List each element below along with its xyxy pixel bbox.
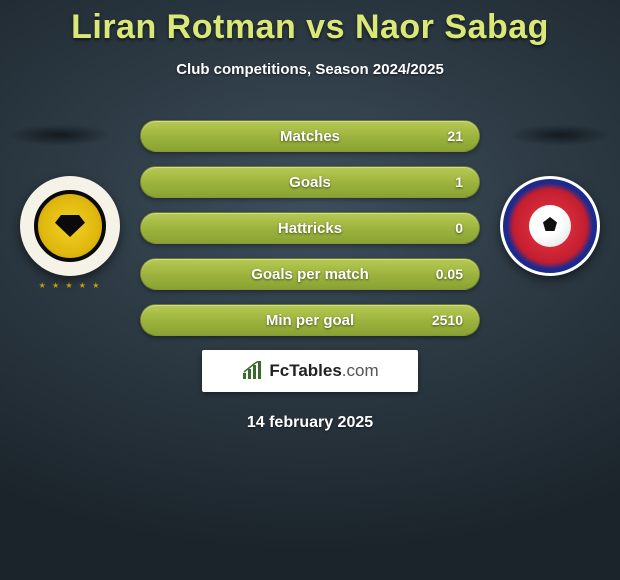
brand-badge: FcTables.com: [202, 350, 418, 392]
team-logo-left-inner: [34, 190, 106, 262]
stat-label: Min per goal: [141, 312, 479, 329]
infographic-root: Liran Rotman vs Naor Sabag Club competit…: [0, 0, 620, 580]
diamond-icon: [55, 215, 85, 237]
stat-value-right: 21: [447, 128, 463, 144]
stat-bar-matches: Matches 21: [140, 120, 480, 152]
stat-value-right: 1: [455, 174, 463, 190]
stat-value-right: 0: [455, 220, 463, 236]
stat-bar-hattricks: Hattricks 0: [140, 212, 480, 244]
stat-bar-goals-per-match: Goals per match 0.05: [140, 258, 480, 290]
left-logo-shadow: [8, 124, 112, 146]
soccer-ball-icon: [529, 205, 571, 247]
comparison-stage: ★ ★ ★ ★ ★ Matches 21 Goals 1 Hattricks 0…: [0, 120, 620, 336]
subtitle: Club competitions, Season 2024/2025: [0, 61, 620, 78]
page-title: Liran Rotman vs Naor Sabag: [0, 0, 620, 47]
stat-bars: Matches 21 Goals 1 Hattricks 0 Goals per…: [140, 120, 480, 336]
brand-name: FcTables: [269, 361, 341, 380]
stat-label: Goals per match: [141, 266, 479, 283]
stat-value-right: 2510: [432, 312, 463, 328]
date-label: 14 february 2025: [0, 414, 620, 432]
stat-bar-goals: Goals 1: [140, 166, 480, 198]
stat-bar-min-per-goal: Min per goal 2510: [140, 304, 480, 336]
stars-icon: ★ ★ ★ ★ ★: [20, 281, 120, 290]
stat-label: Goals: [141, 174, 479, 191]
brand-suffix: .com: [342, 361, 379, 380]
right-logo-shadow: [508, 124, 612, 146]
bar-chart-icon: [241, 361, 263, 381]
stat-label: Hattricks: [141, 220, 479, 237]
brand-text: FcTables.com: [269, 361, 378, 381]
stat-value-right: 0.05: [436, 266, 463, 282]
team-logo-left: ★ ★ ★ ★ ★: [20, 176, 120, 276]
stat-label: Matches: [141, 128, 479, 145]
team-logo-right: [500, 176, 600, 276]
